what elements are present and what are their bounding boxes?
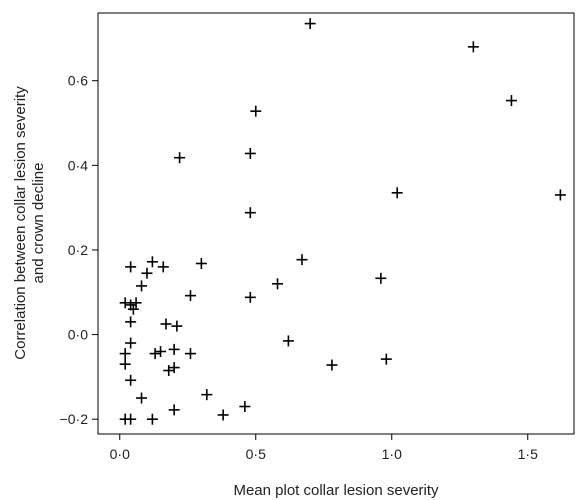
data-point [168,343,180,355]
data-point [244,207,256,219]
data-points [119,18,566,425]
y-tick-label: 0·2 [68,242,88,258]
data-point [304,18,316,30]
data-point [125,261,137,273]
data-point [296,254,308,266]
x-axis-title: Mean plot collar lesion severity [233,482,439,499]
data-point [554,189,566,201]
data-point [125,299,137,311]
y-axis-title-line-2: and crown decline [30,163,47,284]
data-point [130,297,142,309]
data-point [119,297,131,309]
data-point [125,374,137,386]
data-point [184,348,196,360]
data-point [163,365,175,377]
data-point [272,278,284,290]
data-point [201,389,213,401]
data-point [282,335,294,347]
data-point [149,348,161,360]
data-point [195,257,207,269]
data-point [244,291,256,303]
data-point [136,392,148,404]
data-point [239,400,251,412]
data-point [375,272,387,284]
data-point [467,41,479,53]
x-tick-label: 0·0 [110,446,130,462]
data-point [146,256,158,268]
y-axis: −0·2 0·0 0·2 0·4 0·6 [60,73,98,427]
y-axis-title: Correlation between collar lesion severi… [12,86,47,360]
y-axis-title-line-1: Correlation between collar lesion severi… [12,86,29,360]
plot-frame [97,12,575,435]
data-point [168,404,180,416]
data-point [505,95,517,107]
data-point [250,105,262,117]
data-point [119,348,131,360]
data-point [326,359,338,371]
data-point [174,152,186,164]
data-point [391,187,403,199]
data-point [168,362,180,374]
data-point [380,353,392,365]
data-point [119,358,131,370]
data-point [125,316,137,328]
data-point [171,320,183,332]
data-point [155,345,167,357]
data-point [217,409,229,421]
data-point [146,413,158,425]
x-tick-label: 1·5 [518,446,538,462]
data-point [160,318,172,330]
data-point [141,267,153,279]
data-point [125,413,137,425]
y-tick-label: 0·0 [68,327,88,343]
x-axis: 0·0 0·5 1·0 1·5 [110,434,538,462]
x-tick-label: 0·5 [246,446,266,462]
x-tick-label: 1·0 [382,446,402,462]
y-tick-label: 0·6 [68,73,88,89]
data-point [244,147,256,159]
data-point [125,337,137,349]
data-point [184,290,196,302]
y-tick-label: −0·2 [60,411,89,427]
y-tick-label: 0·4 [68,157,88,173]
data-point [136,280,148,292]
data-point [157,261,169,273]
